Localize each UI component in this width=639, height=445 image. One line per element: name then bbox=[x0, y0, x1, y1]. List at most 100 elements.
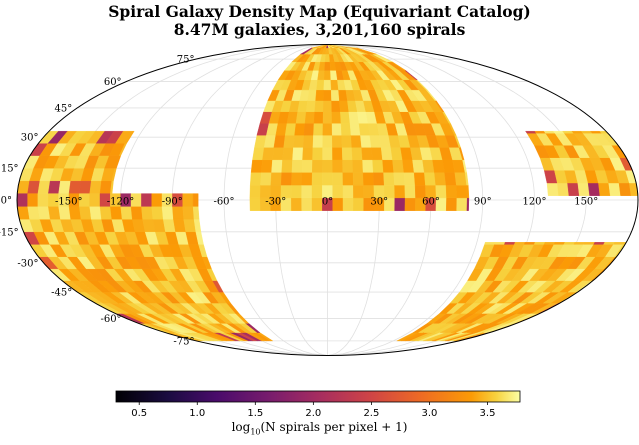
density-pixel bbox=[301, 197, 313, 211]
density-pixel bbox=[445, 184, 458, 199]
density-pixel bbox=[68, 206, 82, 220]
density-pixel bbox=[281, 159, 293, 173]
density-pixel bbox=[249, 197, 261, 211]
density-pixel bbox=[305, 100, 316, 112]
density-pixel bbox=[303, 123, 315, 136]
density-pixel bbox=[546, 182, 559, 196]
density-pixel bbox=[161, 206, 174, 220]
colorbar-label-suffix: (N spirals per pixel + 1) bbox=[260, 420, 408, 434]
density-pixel bbox=[494, 242, 506, 245]
latitude-tick-label: -45° bbox=[51, 288, 72, 299]
density-pixel bbox=[525, 130, 537, 134]
density-pixel bbox=[434, 172, 447, 186]
density-pixel bbox=[124, 130, 135, 144]
density-pixel bbox=[456, 184, 468, 199]
longitude-tick-label: -60° bbox=[213, 197, 234, 208]
density-pixel bbox=[99, 180, 113, 194]
density-pixel bbox=[523, 242, 536, 245]
density-pixel bbox=[301, 159, 313, 173]
density-pixel bbox=[58, 206, 71, 220]
density-pixel bbox=[291, 184, 302, 199]
density-pixel bbox=[402, 159, 415, 173]
density-pixel bbox=[252, 147, 265, 161]
density-pixel bbox=[342, 184, 354, 199]
colorbar-tick-label: 1.0 bbox=[189, 408, 205, 419]
density-pixel bbox=[394, 184, 406, 199]
density-pixel bbox=[403, 172, 416, 186]
density-pixel bbox=[37, 180, 51, 194]
density-pixel bbox=[301, 172, 313, 186]
latitude-tick-label: -75° bbox=[173, 336, 194, 347]
density-pixel bbox=[618, 182, 632, 196]
density-pixel bbox=[392, 159, 405, 173]
density-pixel bbox=[291, 159, 303, 173]
chart-title: Spiral Galaxy Density Map (Equivariant C… bbox=[108, 2, 531, 21]
density-pixel bbox=[583, 242, 596, 245]
longitude-tick-label: 120° bbox=[522, 197, 546, 208]
density-pixel bbox=[271, 159, 283, 173]
density-pixel bbox=[322, 147, 333, 161]
density-pixel bbox=[311, 184, 323, 199]
density-pixels bbox=[17, 44, 638, 342]
density-pixel bbox=[350, 134, 362, 148]
latitude-tick-label: -30° bbox=[17, 258, 38, 269]
latitude-tick-label: 15° bbox=[1, 164, 19, 175]
density-pixel bbox=[361, 147, 373, 161]
density-pixel bbox=[316, 79, 325, 91]
density-pixel bbox=[372, 159, 384, 173]
density-pixel bbox=[292, 147, 304, 161]
density-pixel bbox=[593, 242, 606, 245]
density-pixel bbox=[322, 123, 333, 136]
density-pixel bbox=[353, 197, 364, 211]
density-pixel bbox=[324, 61, 331, 71]
density-pixel bbox=[331, 100, 341, 112]
density-pixel bbox=[37, 193, 49, 207]
chart-subtitle: 8.47M galaxies, 3,201,160 spirals bbox=[173, 20, 466, 39]
density-pixel bbox=[313, 123, 324, 136]
density-pixel bbox=[603, 242, 616, 245]
density-pixel bbox=[371, 147, 383, 161]
density-pixel bbox=[353, 184, 364, 199]
density-pixel bbox=[444, 172, 457, 186]
density-pixel bbox=[424, 172, 436, 186]
density-pixel bbox=[304, 111, 315, 124]
density-pixel bbox=[557, 182, 570, 196]
latitude-tick-label: 30° bbox=[21, 133, 39, 144]
density-pixel bbox=[567, 182, 580, 196]
map-boundary bbox=[16, 44, 639, 356]
density-pixel bbox=[331, 111, 342, 124]
density-pixel bbox=[301, 184, 313, 199]
density-pixel bbox=[282, 147, 294, 161]
density-pixel bbox=[553, 242, 566, 245]
density-pixel bbox=[484, 242, 496, 245]
density-pixel bbox=[89, 180, 102, 194]
density-pixel bbox=[293, 134, 305, 148]
density-pixel bbox=[307, 89, 317, 101]
colorbar-tick-label: 3.0 bbox=[421, 408, 437, 419]
latitude-tick-label: 45° bbox=[55, 103, 73, 114]
density-pixel bbox=[349, 123, 361, 136]
density-pixel bbox=[332, 184, 344, 199]
density-pixel bbox=[327, 44, 357, 49]
density-pixel bbox=[323, 79, 332, 91]
density-pixel bbox=[332, 159, 344, 173]
density-pixel bbox=[332, 172, 344, 186]
density-pixel bbox=[151, 193, 163, 207]
longitude-tick-label: -30° bbox=[265, 197, 286, 208]
density-pixel bbox=[342, 197, 354, 211]
density-pixel bbox=[342, 172, 354, 186]
colorbar-gradient bbox=[115, 390, 521, 403]
density-pixel bbox=[120, 206, 133, 220]
density-pixel bbox=[294, 123, 306, 136]
density-pixel bbox=[192, 193, 199, 207]
density-pixel bbox=[270, 172, 282, 186]
density-pixel bbox=[393, 172, 406, 186]
density-pixel bbox=[249, 184, 261, 199]
latitude-tick-label: 75° bbox=[177, 55, 195, 66]
density-pixel bbox=[362, 172, 375, 186]
latitude-tick-label: 0° bbox=[1, 196, 12, 207]
density-pixel bbox=[272, 147, 284, 161]
density-pixel bbox=[151, 206, 164, 220]
colorbar-tick-label: 2.5 bbox=[363, 408, 379, 419]
density-pixel bbox=[89, 193, 101, 207]
